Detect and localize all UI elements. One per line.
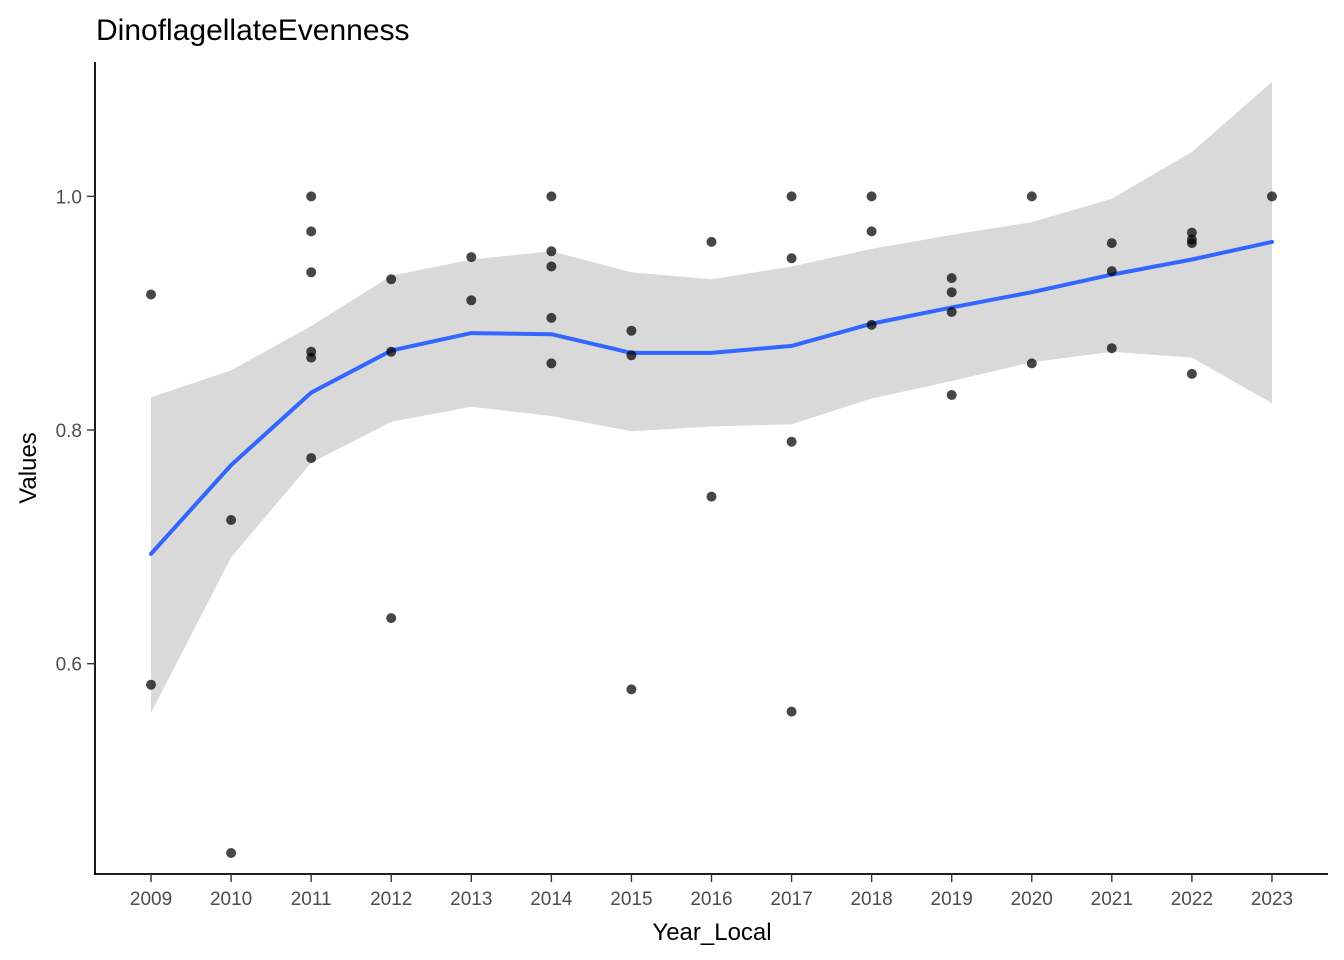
- data-point: [386, 613, 397, 624]
- y-tick-label: 0.6: [56, 655, 82, 676]
- data-point: [146, 289, 156, 300]
- x-tick-label: 2019: [931, 889, 973, 910]
- data-point: [546, 261, 557, 272]
- x-axis-ticks: 2009 2010 2011 2012 2013 2014 2015 2016 2017 2018…: [130, 874, 1293, 910]
- data-point: [306, 453, 317, 464]
- data-point: [306, 352, 317, 363]
- data-point: [946, 287, 957, 298]
- data-point: [546, 358, 557, 369]
- data-point: [1026, 358, 1037, 369]
- data-point: [306, 191, 317, 202]
- smooth-line: [149, 239, 1274, 556]
- x-tick-label: 2017: [770, 889, 812, 910]
- data-point: [1267, 191, 1277, 202]
- data-point: [226, 848, 237, 858]
- x-tick-label: 2015: [610, 889, 652, 910]
- data-point: [546, 246, 557, 257]
- x-tick-label: 2018: [850, 889, 892, 910]
- data-point: [786, 253, 797, 264]
- smooth-line-layer: [149, 239, 1274, 556]
- x-tick-label: 2011: [291, 889, 332, 910]
- data-point: [626, 684, 637, 695]
- data-point: [946, 390, 957, 400]
- data-point: [306, 267, 317, 278]
- x-tick-label: 2010: [210, 889, 252, 910]
- data-points-layer: [146, 191, 1277, 858]
- x-tick-label: 2020: [1011, 889, 1053, 910]
- x-axis-title: Year_Local: [652, 919, 771, 946]
- data-point: [1106, 238, 1117, 249]
- data-point: [706, 491, 717, 502]
- data-point: [1186, 368, 1197, 379]
- data-point: [1106, 343, 1117, 354]
- data-point: [466, 295, 477, 306]
- y-tick-label: 1.0: [56, 187, 82, 208]
- confidence-band-layer: [151, 81, 1272, 713]
- y-axis-title: Values: [15, 432, 42, 504]
- x-tick-label: 2023: [1251, 889, 1293, 910]
- data-point: [626, 350, 637, 361]
- data-point: [866, 226, 877, 237]
- data-point: [786, 436, 797, 447]
- data-point: [1106, 266, 1117, 277]
- y-tick-label: 0.8: [56, 421, 82, 442]
- confidence-band: [151, 81, 1272, 713]
- x-tick-label: 2013: [450, 889, 492, 910]
- data-point: [546, 312, 557, 323]
- data-point: [786, 706, 797, 717]
- y-axis-ticks: 0.6 0.8 1.0: [56, 187, 95, 676]
- x-tick-label: 2016: [690, 889, 732, 910]
- data-point: [626, 325, 637, 336]
- x-tick-label: 2009: [130, 889, 172, 910]
- data-point: [706, 236, 717, 247]
- data-point: [466, 252, 477, 263]
- x-tick-label: 2014: [530, 889, 573, 910]
- data-point: [1186, 227, 1197, 238]
- chart-title: DinoflagellateEvenness: [96, 14, 410, 47]
- data-point: [866, 191, 877, 202]
- x-tick-label: 2012: [370, 889, 412, 910]
- data-point: [866, 319, 877, 330]
- data-point: [386, 274, 397, 285]
- data-point: [786, 191, 797, 202]
- data-point: [306, 226, 317, 237]
- data-point: [146, 679, 156, 690]
- data-point: [386, 346, 397, 357]
- data-point: [226, 515, 237, 525]
- x-tick-label: 2022: [1171, 889, 1213, 910]
- data-point: [946, 273, 957, 284]
- data-point: [946, 307, 957, 317]
- data-point: [1026, 191, 1037, 202]
- data-point: [546, 191, 557, 202]
- x-tick-label: 2021: [1091, 889, 1133, 910]
- data-point: [1186, 238, 1197, 249]
